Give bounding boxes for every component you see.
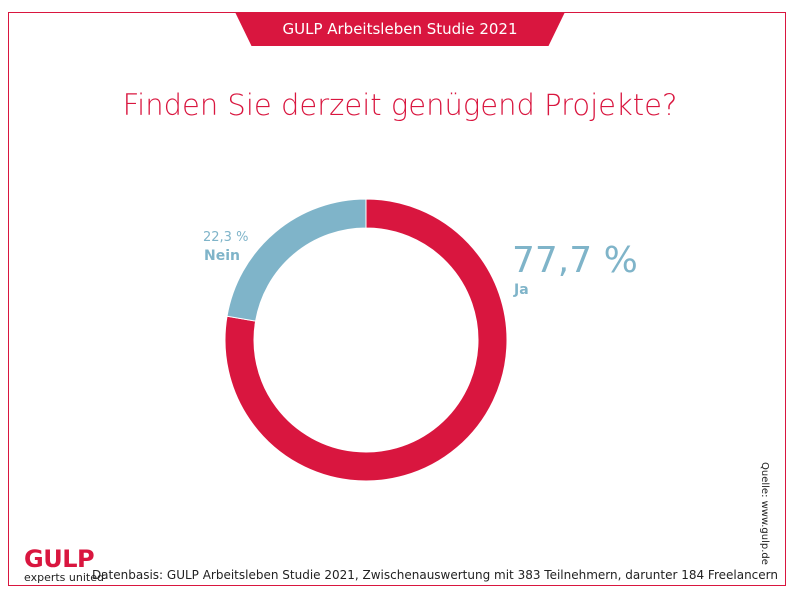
slice-nein (226, 198, 367, 322)
slice-ja (224, 198, 508, 482)
nein-value-label: 22,3 % (203, 230, 249, 245)
logo-tagline: experts united (24, 571, 104, 584)
ja-category-label: Ja (514, 282, 529, 298)
gulp-logo: GULP (24, 545, 95, 573)
nein-category-label: Nein (204, 248, 240, 264)
ja-value-label: 77,7 % (512, 240, 638, 281)
chart-title: Finden Sie derzeit genügend Projekte? (122, 88, 678, 122)
source-note: Quelle: www.gulp.de (759, 462, 770, 565)
data-basis-note: Datenbasis: GULP Arbeitsleben Studie 202… (91, 568, 778, 582)
study-banner: GULP Arbeitsleben Studie 2021 (235, 12, 565, 46)
